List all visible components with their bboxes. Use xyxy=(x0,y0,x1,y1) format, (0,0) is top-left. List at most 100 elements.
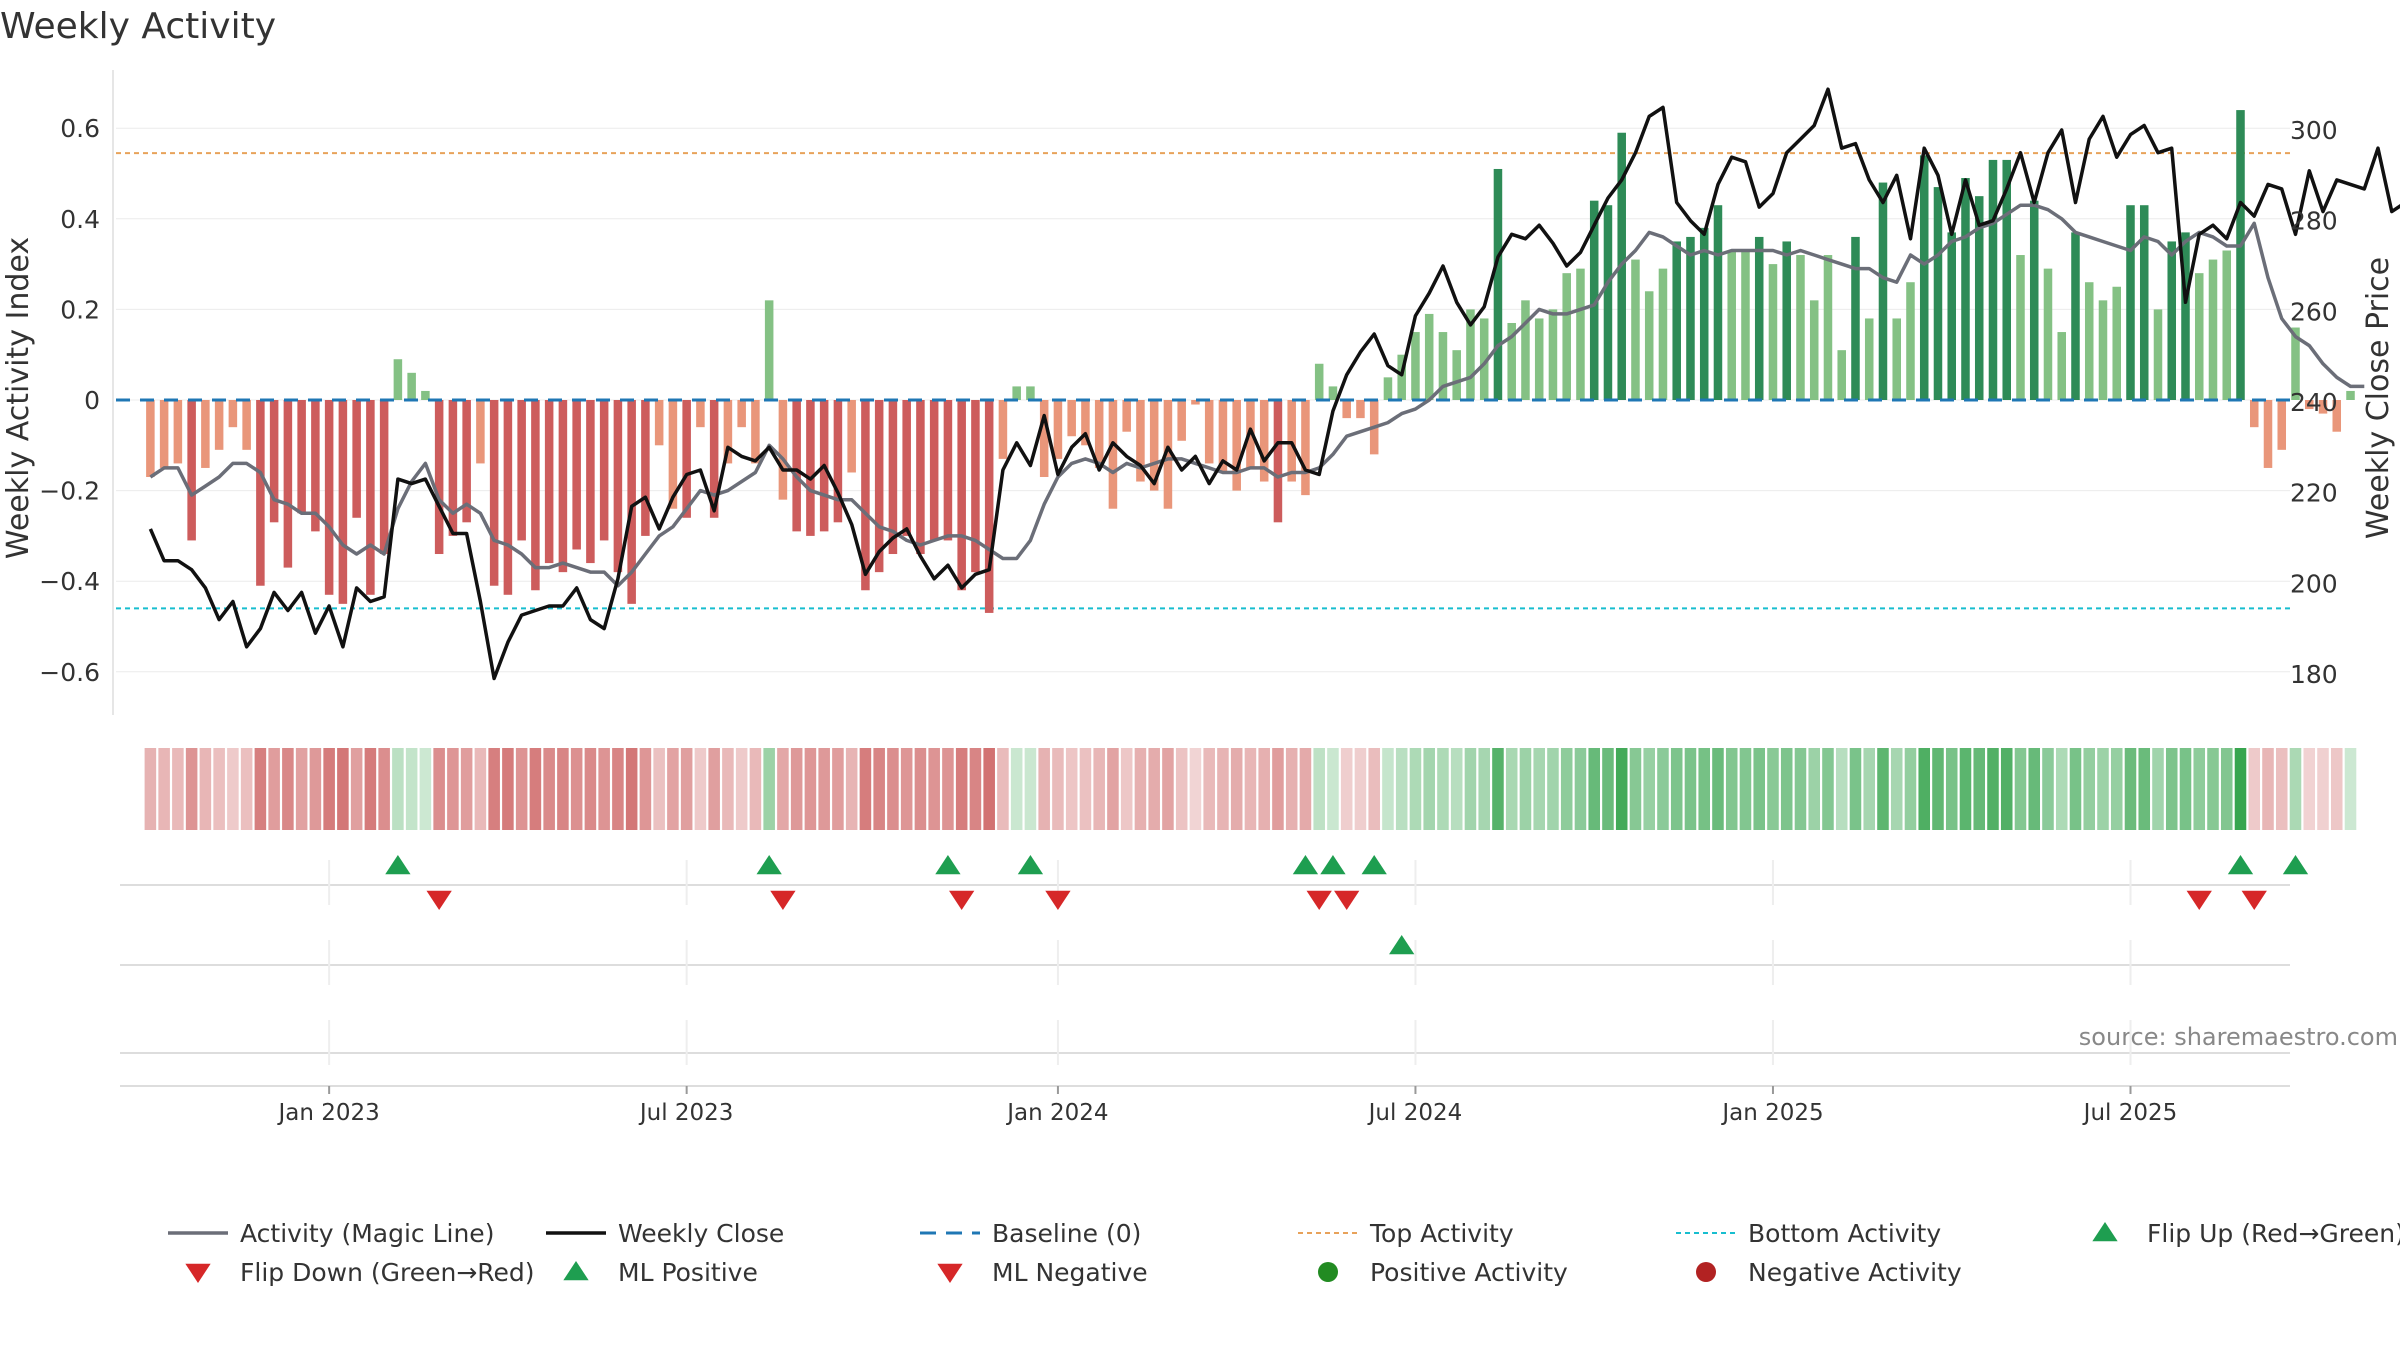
heat-strip-cell xyxy=(2289,748,2302,830)
ml-positive-marker xyxy=(1389,935,1415,955)
activity-bar xyxy=(847,400,856,473)
activity-bar xyxy=(2181,232,2190,400)
heat-strip-cell xyxy=(419,748,432,830)
heat-strip-cell xyxy=(1258,748,1270,830)
heat-strip-cell xyxy=(1739,748,1752,830)
activity-bar xyxy=(792,400,801,532)
heat-strip-cell xyxy=(1244,748,1257,830)
weekly-close-series xyxy=(148,87,2400,681)
heat-strip-cell xyxy=(1822,748,1834,830)
activity-bar xyxy=(1026,386,1035,400)
heat-strip-cell xyxy=(859,748,872,830)
heat-strip-cell xyxy=(1725,748,1738,830)
y-right-tick-label: 280 xyxy=(2290,207,2338,236)
heat-strip-cell xyxy=(158,748,170,830)
activity-bar xyxy=(379,400,389,555)
heat-strip-cell xyxy=(2179,748,2192,830)
activity-bar xyxy=(1108,400,1118,509)
heat-strip-cell xyxy=(1120,748,1133,830)
activity-bar xyxy=(1796,255,1805,400)
y-right-tick-label: 260 xyxy=(2290,297,2338,326)
heat-strip-cell xyxy=(460,748,473,830)
signal-markers xyxy=(385,855,2309,955)
y-left-tick-label: −0.2 xyxy=(39,477,100,506)
activity-bar xyxy=(407,372,416,400)
heat-strip-cell xyxy=(1505,748,1518,830)
heat-strip-cell xyxy=(2028,748,2041,830)
y-left-tick-label: 0.4 xyxy=(60,205,100,234)
activity-bar xyxy=(1314,363,1324,400)
heat-strip-cell xyxy=(282,748,294,830)
activity-bar xyxy=(489,400,499,586)
heat-strip-cell xyxy=(2152,748,2164,830)
heat-strip-cell xyxy=(185,748,198,830)
activity-bar xyxy=(256,400,265,586)
y-left-tick-label: 0 xyxy=(84,386,100,415)
activity-bar xyxy=(366,400,375,595)
activity-bar xyxy=(1259,400,1269,482)
heat-strip-cell xyxy=(474,748,487,830)
activity-bar xyxy=(1204,400,1214,464)
heat-strip-cell xyxy=(1382,748,1394,830)
activity-bar xyxy=(1988,159,1998,400)
flip-up-marker xyxy=(1017,855,1044,875)
heat-strip-cell xyxy=(1574,748,1587,830)
legend-swatch xyxy=(563,1261,589,1281)
activity-bar xyxy=(558,400,568,573)
activity-bar xyxy=(1727,250,1736,400)
activity-bar xyxy=(2346,390,2355,400)
heat-strip-cell xyxy=(790,748,803,830)
activity-bar xyxy=(283,400,293,568)
activity-bar xyxy=(1741,250,1750,400)
heat-strip-cell xyxy=(1134,748,1147,830)
x-tick-label: Jan 2023 xyxy=(276,1100,379,1126)
heat-strip-cell xyxy=(2317,748,2329,830)
activity-bar xyxy=(1424,313,1434,400)
heat-strip-cell xyxy=(1148,748,1160,830)
heat-strip-cell xyxy=(2000,748,2013,830)
activity-bar xyxy=(1548,309,1558,400)
heat-strip-cell xyxy=(694,748,707,830)
heat-strip-cell xyxy=(309,748,322,830)
heat-strip-cell xyxy=(2014,748,2027,830)
activity-bar xyxy=(1534,318,1544,400)
activity-bar xyxy=(2002,159,2011,400)
activity-bar xyxy=(1273,400,1283,523)
activity-bar xyxy=(723,400,733,464)
heat-strip-cell xyxy=(1010,748,1023,830)
heat-strip-cell xyxy=(722,748,734,830)
activity-bar xyxy=(228,400,238,428)
legend-item-magic: Activity (Magic Line) xyxy=(168,1219,494,1248)
flip-up-marker xyxy=(935,855,961,875)
activity-bar xyxy=(696,400,705,428)
flip-down-marker xyxy=(949,890,975,910)
activity-bar xyxy=(1067,400,1076,437)
legend-swatch xyxy=(1696,1262,1716,1282)
heat-strip-cell xyxy=(1670,748,1683,830)
heat-strip-cell xyxy=(1079,748,1092,830)
heat-strip-cell xyxy=(969,748,982,830)
heat-strip-cell xyxy=(1230,748,1243,830)
magic-line-series xyxy=(149,203,2365,588)
activity-bar xyxy=(324,400,334,595)
source-label: source: sharemaestro.com xyxy=(2079,1023,2398,1051)
heat-strip-cell xyxy=(1890,748,1903,830)
heat-strip-cell xyxy=(983,748,995,830)
activity-bar xyxy=(146,400,155,478)
heat-strip-cell xyxy=(2055,748,2068,830)
activity-bar xyxy=(1479,318,1489,400)
heat-strip-cell xyxy=(2083,748,2096,830)
activity-bar xyxy=(338,400,348,604)
heat-strip-cell xyxy=(584,748,597,830)
heat-strip-cell xyxy=(1189,748,1202,830)
heat-strip-cell xyxy=(1835,748,1848,830)
heat-strip-cell xyxy=(845,748,858,830)
activity-bar xyxy=(1328,386,1338,400)
activity-bar xyxy=(2084,282,2094,400)
activity-bar xyxy=(1713,205,1723,400)
heat-strip-cell xyxy=(1395,748,1408,830)
heat-strip-cell xyxy=(1753,748,1765,830)
activity-bar xyxy=(1149,400,1159,491)
heat-strip-cell xyxy=(144,748,157,830)
axes: −0.6 −0.4 −0.2 0 0.2 0.4 0.6 180 200 220 240 260 280… xyxy=(39,70,2338,1126)
